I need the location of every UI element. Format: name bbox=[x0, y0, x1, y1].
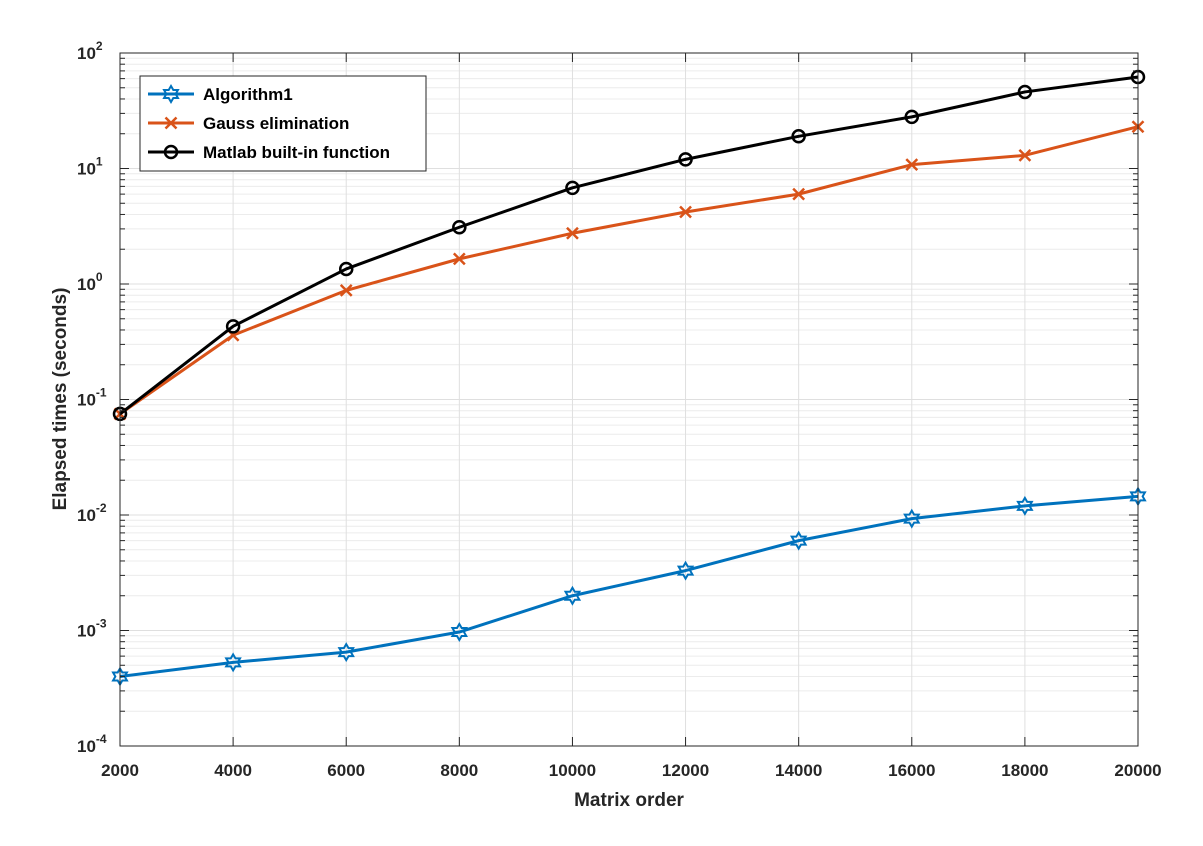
y-tick-labels: 10-4 10-3 10-2 10-1 100 101 102 bbox=[77, 39, 107, 756]
circle-marker bbox=[225, 319, 241, 334]
circle-marker bbox=[338, 261, 354, 277]
y-tick-label: 10-4 bbox=[77, 732, 107, 756]
hexagram-marker bbox=[676, 560, 695, 581]
legend-label: Gauss elimination bbox=[203, 114, 349, 133]
axis-ticks bbox=[119, 52, 1139, 747]
circle-marker bbox=[791, 129, 806, 144]
circle-marker bbox=[452, 219, 467, 235]
hexagram-marker bbox=[790, 530, 808, 551]
x-marker bbox=[679, 205, 692, 219]
hexagram-marker bbox=[563, 585, 582, 606]
x-marker bbox=[1018, 148, 1032, 162]
x-tick-labels: 2000 4000 6000 8000 10000 12000 14000 16000 1800… bbox=[101, 761, 1162, 780]
hexagram-marker bbox=[337, 642, 355, 663]
x-tick-label: 20000 bbox=[1114, 761, 1161, 780]
y-tick-label: 100 bbox=[77, 270, 103, 294]
x-tick-label: 16000 bbox=[888, 761, 935, 780]
series-line bbox=[119, 494, 1139, 678]
circle-marker bbox=[565, 180, 580, 196]
series-algorithm1 bbox=[111, 486, 1147, 687]
x-marker bbox=[452, 252, 466, 266]
x-tick-label: 4000 bbox=[214, 761, 252, 780]
series-layer bbox=[111, 69, 1147, 687]
y-tick-label: 102 bbox=[77, 39, 103, 63]
series-matlab-built-in-function bbox=[112, 69, 1146, 422]
series-line bbox=[119, 75, 1139, 416]
minor-grid bbox=[120, 57, 1138, 712]
series-line bbox=[119, 125, 1139, 416]
legend-label: Matlab built-in function bbox=[203, 143, 390, 162]
y-tick-label: 10-2 bbox=[77, 501, 107, 525]
hexagram-marker bbox=[450, 622, 468, 643]
hexagram-marker bbox=[224, 652, 242, 673]
x-tick-label: 10000 bbox=[549, 761, 596, 780]
y-tick-label: 10-3 bbox=[77, 617, 107, 641]
x-marker bbox=[905, 158, 919, 172]
legend: Algorithm1 Gauss elimination Matlab built-… bbox=[139, 75, 427, 172]
legend-label: Algorithm1 bbox=[203, 85, 293, 104]
hexagram-marker bbox=[903, 508, 921, 529]
circle-marker bbox=[904, 109, 920, 125]
x-marker bbox=[339, 284, 353, 297]
x-marker bbox=[566, 226, 579, 240]
x-tick-label: 6000 bbox=[327, 761, 365, 780]
x-tick-label: 2000 bbox=[101, 761, 139, 780]
x-marker bbox=[164, 116, 178, 130]
x-tick-label: 14000 bbox=[775, 761, 822, 780]
circle-marker bbox=[163, 144, 179, 160]
x-tick-label: 12000 bbox=[662, 761, 709, 780]
x-tick-label: 8000 bbox=[440, 761, 478, 780]
hexagram-marker bbox=[162, 84, 180, 104]
hexagram-marker bbox=[1016, 495, 1034, 516]
series-gauss-elimination bbox=[113, 120, 1145, 421]
circle-marker bbox=[1017, 84, 1033, 100]
circle-marker bbox=[678, 152, 693, 167]
y-tick-label: 101 bbox=[77, 155, 103, 179]
x-marker bbox=[792, 187, 806, 201]
y-axis-label: Elapsed times (seconds) bbox=[50, 288, 71, 511]
x-tick-label: 18000 bbox=[1001, 761, 1048, 780]
x-axis-label: Matrix order bbox=[574, 790, 684, 811]
y-tick-label: 10-1 bbox=[77, 386, 107, 410]
